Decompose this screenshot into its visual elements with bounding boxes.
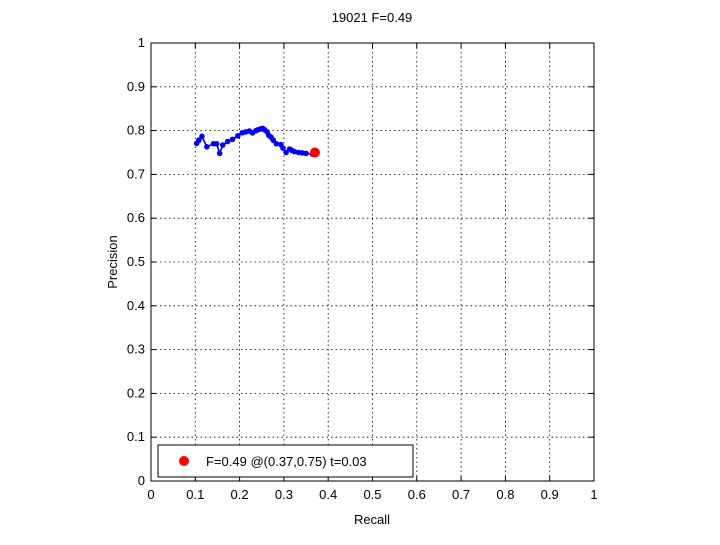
grid: [151, 43, 594, 481]
pr-point: [196, 137, 202, 144]
y-tick-label: 0.5: [127, 254, 145, 269]
ticks: 0 0.1 0.2 0.3 0.4 0.5 0.6 0.7 0.8 0.9 1 0 0.1 0.2 0.3 0…: [127, 35, 598, 502]
pr-point: [280, 145, 286, 151]
x-tick-label: 0.4: [319, 487, 337, 502]
x-tick-label: 1: [590, 487, 597, 502]
pr-point: [219, 142, 226, 148]
x-tick-label: 0.1: [186, 487, 204, 502]
y-axis-label: Precision: [105, 235, 120, 288]
x-tick-label: 0.3: [275, 487, 293, 502]
y-tick-label: 0.1: [127, 429, 145, 444]
pr-point: [303, 150, 309, 157]
pr-point: [283, 149, 289, 156]
legend: F=0.49 @(0.37,0.75) t=0.03: [157, 444, 414, 478]
y-tick-label: 0.4: [127, 298, 145, 313]
pr-point: [235, 133, 241, 139]
x-axis-label: Recall: [354, 512, 390, 527]
axes-box: [150, 42, 595, 482]
y-tick-label: 0.3: [127, 342, 145, 357]
pr-point: [216, 150, 223, 157]
best-f-point: [309, 147, 320, 158]
y-tick-label: 0: [138, 473, 145, 488]
legend-entry: F=0.49 @(0.37,0.75) t=0.03: [206, 454, 367, 469]
x-tick-label: 0.6: [408, 487, 426, 502]
y-tick-label: 0.6: [127, 210, 145, 225]
y-tick-label: 0.7: [127, 166, 145, 181]
x-tick-label: 0.8: [496, 487, 514, 502]
chart-title: 19021 F=0.49: [332, 10, 413, 25]
pr-point: [199, 133, 205, 140]
pr-point: [224, 138, 231, 145]
x-tick-label: 0.2: [231, 487, 249, 502]
x-tick-label: 0.5: [363, 487, 381, 502]
pr-point: [204, 144, 210, 150]
y-tick-label: 0.2: [127, 385, 145, 400]
x-tick-label: 0: [147, 487, 154, 502]
series-group: [193, 125, 320, 158]
x-tick-label: 0.9: [541, 487, 559, 502]
pr-point: [273, 140, 280, 147]
y-tick-label: 1: [138, 35, 145, 50]
pr-point: [213, 140, 220, 147]
legend-marker: [179, 456, 189, 466]
y-tick-label: 0.9: [127, 79, 145, 94]
y-tick-label: 0.8: [127, 123, 145, 138]
pr-point: [229, 136, 236, 143]
x-tick-label: 0.7: [452, 487, 470, 502]
legend-box: [157, 444, 414, 478]
